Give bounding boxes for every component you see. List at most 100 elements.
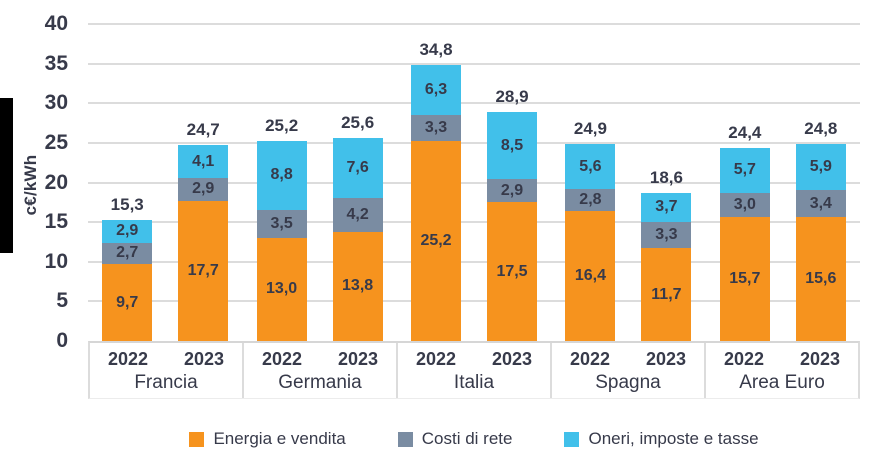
bar-total-label: 28,9 <box>495 86 529 106</box>
bar-value-label: 9,7 <box>116 293 139 311</box>
bar-value-label: 15,7 <box>729 269 761 287</box>
bar-value-label: 2,9 <box>116 222 139 240</box>
gridline <box>88 300 860 303</box>
y-tick-label: 10 <box>44 249 68 273</box>
country-label: Germania <box>278 372 362 393</box>
bar-total-label: 25,6 <box>341 113 375 133</box>
bar-value-label: 3,4 <box>809 194 832 212</box>
x-axis-group-cell: 2022 2023 Italia <box>396 343 550 398</box>
stacked-bar: 13,0 3,5 8,8 25,2 <box>256 116 307 341</box>
y-tick-label: 5 <box>56 289 68 313</box>
bar-value-label: 13,8 <box>342 277 374 295</box>
bar-group: 15,7 3,0 5,7 24,4 15,6 3,4 5,9 24,8 <box>706 24 860 341</box>
stacked-bar: 11,7 3,3 3,7 18,6 <box>641 168 692 341</box>
legend-swatch-icon <box>564 431 580 447</box>
gridline <box>88 260 860 263</box>
bar-value-label: 5,6 <box>579 157 602 175</box>
bar-groups-container: 9,7 2,7 2,9 15,3 17,7 2,9 4,1 24,7 13,0 3,5 8,8 25,… <box>88 24 860 341</box>
bar-total-label: 34,8 <box>419 40 453 60</box>
bar-value-label: 16,4 <box>574 267 606 285</box>
bar-total-label: 18,6 <box>649 167 683 187</box>
y-tick-label: 15 <box>44 210 68 234</box>
bar-value-label: 15,6 <box>805 270 837 288</box>
year-labels-row: 2022 2023 <box>244 349 396 369</box>
bar-value-label: 8,8 <box>270 166 293 184</box>
bar-segment: 3,3 <box>641 222 692 249</box>
gridline <box>88 62 860 65</box>
legend-label: Energia e vendita <box>213 429 346 448</box>
bar-segment: 3,7 <box>641 192 692 223</box>
country-label: Italia <box>453 372 495 393</box>
year-label: 2022 <box>107 349 149 369</box>
bar-segment: 3,0 <box>719 192 770 217</box>
bar-value-label: 17,5 <box>496 262 528 280</box>
bar-segment: 4,2 <box>332 198 383 232</box>
year-label: 2023 <box>645 349 687 369</box>
bar-group: 9,7 2,7 2,9 15,3 17,7 2,9 4,1 24,7 <box>88 24 242 341</box>
bar-value-label: 2,9 <box>500 181 524 199</box>
bar-segment: 5,6 <box>565 144 616 189</box>
x-axis: 2022 2023 Francia 2022 2023 Germania 2022 2023 I… <box>88 341 860 399</box>
y-tick-label: 30 <box>44 91 68 115</box>
year-labels-row: 2022 2023 <box>706 349 858 369</box>
y-tick-label: 20 <box>44 170 68 194</box>
bar-value-label: 3,5 <box>270 215 293 233</box>
bar-segment: 5,9 <box>795 143 846 191</box>
bar-value-label: 13,0 <box>266 280 298 298</box>
stacked-bar: 16,4 2,8 5,6 24,9 <box>565 119 616 341</box>
y-tick-label: 35 <box>44 51 68 75</box>
legend: Energia e vendita Costi di rete Oneri, imp… <box>88 429 860 449</box>
year-label: 2023 <box>337 349 379 369</box>
bar-value-label: 4,2 <box>346 206 369 223</box>
plot-area: 9,7 2,7 2,9 15,3 17,7 2,9 4,1 24,7 13,0 3,5 8,8 25,… <box>88 23 860 341</box>
year-label: 2023 <box>491 349 533 369</box>
bar-segment: 3,3 <box>411 115 462 142</box>
year-label: 2022 <box>723 349 765 369</box>
legend-swatch-icon <box>189 431 205 447</box>
country-label: Francia <box>134 372 198 393</box>
bar-segment: 15,7 <box>719 216 770 341</box>
bar-segment: 5,7 <box>719 147 770 193</box>
bar-value-label: 4,1 <box>192 152 215 170</box>
country-label: Area Euro <box>739 372 825 393</box>
x-axis-group-cell: 2022 2023 Area Euro <box>704 343 858 398</box>
bar-total-label: 24,7 <box>186 120 220 140</box>
year-label: 2023 <box>799 349 841 369</box>
year-label: 2023 <box>183 349 225 369</box>
bar-value-label: 2,8 <box>579 190 602 208</box>
bar-value-label: 25,2 <box>420 232 452 250</box>
bar-segment: 25,2 <box>411 141 462 341</box>
y-tick-label: 25 <box>44 130 68 154</box>
year-labels-row: 2022 2023 <box>90 349 242 369</box>
stacked-bar: 17,5 2,9 8,5 28,9 <box>487 87 538 341</box>
bar-segment: 2,7 <box>102 242 153 265</box>
bar-total-label: 24,9 <box>573 119 607 139</box>
bar-value-label: 3,7 <box>655 198 678 216</box>
year-labels-row: 2022 2023 <box>552 349 704 369</box>
bar-group: 25,2 3,3 6,3 34,8 17,5 2,9 8,5 28,9 <box>397 24 551 341</box>
bar-total-label: 24,4 <box>728 122 762 142</box>
x-axis-group-cell: 2022 2023 Germania <box>242 343 396 398</box>
legend-label: Costi di rete <box>421 429 513 448</box>
bar-segment: 2,9 <box>487 179 538 203</box>
bar-value-label: 2,9 <box>192 180 215 198</box>
bar-segment: 13,0 <box>256 237 307 341</box>
year-labels-row: 2022 2023 <box>398 349 550 369</box>
stacked-bar: 17,7 2,9 4,1 24,7 <box>178 120 229 341</box>
bar-value-label: 3,3 <box>424 119 448 137</box>
bar-segment: 8,8 <box>256 140 307 211</box>
country-label: Spagna <box>595 372 661 393</box>
left-edge-crop-artifact <box>0 98 13 253</box>
gridline <box>88 141 860 144</box>
bar-value-label: 6,3 <box>424 81 448 99</box>
year-label: 2022 <box>415 349 457 369</box>
y-tick-label: 0 <box>56 329 68 352</box>
bar-segment: 8,5 <box>487 111 538 180</box>
x-axis-group-cell: 2022 2023 Francia <box>90 343 242 398</box>
legend-item: Energia e vendita <box>189 429 346 449</box>
bar-segment: 11,7 <box>641 248 692 341</box>
bar-segment: 7,6 <box>332 138 383 199</box>
year-label: 2022 <box>261 349 303 369</box>
bar-segment: 2,8 <box>565 188 616 212</box>
